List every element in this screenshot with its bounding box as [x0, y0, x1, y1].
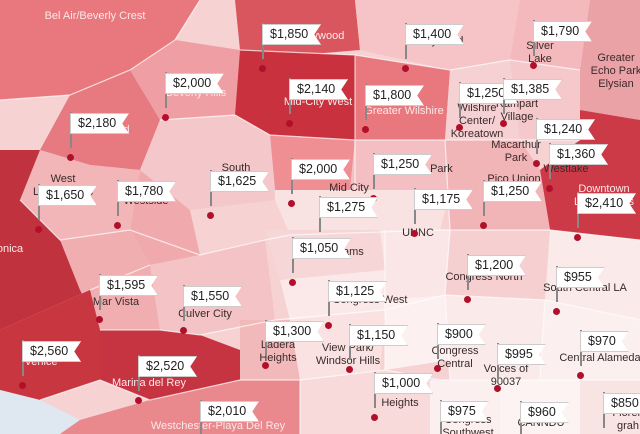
location-pin-icon	[574, 234, 581, 241]
price-flag: $1,000	[374, 373, 433, 394]
location-pin-icon	[180, 327, 187, 334]
neighborhood-label-congress-central: Congress Central	[431, 345, 479, 370]
neighborhood-label-greater-wilshire: Greater Wilshire	[364, 105, 444, 117]
neighborhood-label-unnc: UNNC	[402, 227, 434, 239]
neighborhood-label-mid-city: Mid City	[329, 182, 369, 194]
price-flag: $1,400	[405, 24, 464, 45]
location-pin-icon	[207, 212, 214, 219]
neighborhood-label-santa-monica: onica	[0, 243, 24, 255]
price-flag: $2,520	[138, 356, 197, 377]
price-flag: $2,010	[200, 401, 259, 422]
location-pin-icon	[362, 126, 369, 133]
region-echo-park	[580, 0, 640, 120]
location-pin-icon	[286, 120, 293, 127]
location-pin-icon	[162, 114, 169, 121]
price-flag: $2,000	[291, 159, 350, 180]
price-flag: $2,560	[22, 341, 81, 362]
price-flag: $2,180	[70, 113, 129, 134]
price-flag: $1,250	[483, 181, 542, 202]
price-flag: $995	[497, 344, 546, 365]
location-pin-icon	[259, 65, 266, 72]
price-flag: $1,175	[414, 189, 473, 210]
price-flag: $1,125	[328, 281, 387, 302]
price-flag: $1,240	[536, 119, 595, 140]
price-flag: $1,780	[117, 181, 176, 202]
location-pin-icon	[530, 62, 537, 69]
location-pin-icon	[96, 316, 103, 323]
location-pin-icon	[456, 124, 463, 131]
neighborhood-label-bel-air-beverly-crest: Bel Air/Beverly Crest	[44, 10, 146, 22]
location-pin-icon	[289, 279, 296, 286]
location-pin-icon	[480, 222, 487, 229]
price-flag: $1,200	[467, 255, 526, 276]
price-flag: $1,790	[533, 21, 592, 42]
location-pin-icon	[114, 222, 121, 229]
location-pin-icon	[500, 120, 507, 127]
neighborhood-label-macarthur-park: Macarthur Park	[491, 139, 541, 164]
location-pin-icon	[577, 372, 584, 379]
neighborhood-label-culver-city: Culver City	[178, 308, 232, 320]
price-flag: $1,625	[210, 171, 269, 192]
price-flag: $850	[603, 393, 640, 414]
price-flag: $960	[520, 402, 569, 423]
neighborhood-label-voices-90037: Voices of 90037	[483, 363, 529, 388]
neighborhood-label-marina-del-rey: Marina del Rey	[112, 377, 186, 389]
price-flag: $900	[437, 324, 486, 345]
location-pin-icon	[325, 322, 332, 329]
location-pin-icon	[553, 308, 560, 315]
neighborhood-label-greater-echo-park: Greater Echo Park Elysian	[590, 52, 640, 90]
price-flag: $970	[580, 331, 629, 352]
location-pin-icon	[371, 414, 378, 421]
price-flag: $1,550	[183, 286, 242, 307]
price-flag: $1,150	[349, 325, 408, 346]
location-pin-icon	[262, 362, 269, 369]
neighborhood-label-westchester: Westchester-Playa Del Rey	[150, 420, 286, 432]
region-congress-central	[385, 295, 450, 370]
neighborhood-label-westlake: Westlake	[543, 163, 589, 175]
location-pin-icon	[464, 296, 471, 303]
price-flag: $1,050	[292, 238, 351, 259]
price-flag: $1,275	[319, 197, 378, 218]
location-pin-icon	[288, 200, 295, 207]
price-flag: $1,595	[99, 275, 158, 296]
location-pin-icon	[67, 154, 74, 161]
region-unnc	[380, 230, 450, 300]
location-pin-icon	[19, 382, 26, 389]
region-santa-monica	[0, 150, 90, 330]
neighborhood-label-mar-vista: Mar Vista	[92, 296, 140, 308]
region-bel-air	[0, 0, 200, 100]
price-flag: $975	[440, 401, 489, 422]
location-pin-icon	[35, 226, 42, 233]
location-pin-icon	[346, 366, 353, 373]
location-pin-icon	[546, 185, 553, 192]
location-pin-icon	[434, 365, 441, 372]
location-pin-icon	[402, 65, 409, 72]
price-flag: $955	[556, 267, 605, 288]
price-flag: $2,000	[165, 73, 224, 94]
price-flag: $2,140	[289, 79, 348, 100]
price-flag: $1,250	[373, 154, 432, 175]
region-water	[0, 390, 80, 434]
price-flag: $1,800	[365, 85, 424, 106]
price-flag: $1,360	[549, 144, 608, 165]
location-pin-icon	[494, 385, 501, 392]
price-flag: $1,385	[503, 79, 562, 100]
price-flag: $1,850	[262, 24, 321, 45]
location-pin-icon	[135, 397, 142, 404]
price-flag: $2,410	[577, 193, 636, 214]
neighborhood-label-central-alameda: Central Alameda	[559, 352, 640, 364]
price-flag: $1,300	[265, 321, 324, 342]
price-flag: $1,650	[38, 185, 97, 206]
neighborhood-label-wilshire-center: Wilshire Center/ Koreatown	[450, 102, 504, 140]
neighborhood-label-ladera-heights: Ladera Heights	[259, 339, 297, 364]
location-pin-icon	[533, 160, 540, 167]
location-pin-icon	[411, 230, 418, 237]
